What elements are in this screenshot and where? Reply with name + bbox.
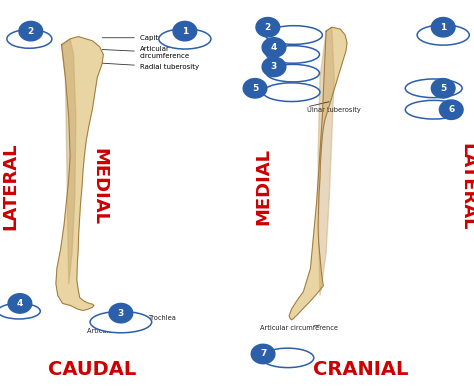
Text: 1: 1 bbox=[182, 26, 188, 36]
Ellipse shape bbox=[405, 79, 462, 98]
Text: LATERAL: LATERAL bbox=[458, 143, 474, 230]
Text: 1: 1 bbox=[440, 23, 447, 32]
Text: MEDIAL: MEDIAL bbox=[91, 148, 109, 225]
Text: 4: 4 bbox=[17, 299, 23, 308]
Circle shape bbox=[243, 79, 267, 98]
Text: 6: 6 bbox=[448, 105, 455, 114]
Circle shape bbox=[256, 18, 280, 37]
Text: Articular circumference: Articular circumference bbox=[260, 324, 338, 331]
Ellipse shape bbox=[417, 25, 469, 45]
Text: CRANIAL: CRANIAL bbox=[312, 360, 408, 379]
Ellipse shape bbox=[262, 348, 314, 368]
Circle shape bbox=[431, 18, 455, 37]
Circle shape bbox=[431, 79, 455, 98]
Text: Radial tuberosity: Radial tuberosity bbox=[102, 63, 199, 70]
Ellipse shape bbox=[159, 29, 211, 49]
Ellipse shape bbox=[265, 26, 322, 44]
Text: 5: 5 bbox=[440, 84, 447, 93]
Text: 7: 7 bbox=[260, 349, 266, 359]
Text: Ulnar tuberosity: Ulnar tuberosity bbox=[307, 107, 360, 113]
Circle shape bbox=[262, 38, 286, 57]
Ellipse shape bbox=[90, 311, 152, 333]
Text: 2: 2 bbox=[264, 23, 271, 32]
Text: 3: 3 bbox=[118, 308, 124, 318]
Ellipse shape bbox=[0, 303, 40, 319]
Ellipse shape bbox=[263, 83, 320, 102]
Ellipse shape bbox=[266, 46, 319, 63]
Circle shape bbox=[251, 344, 275, 364]
Polygon shape bbox=[318, 27, 334, 296]
Circle shape bbox=[262, 57, 286, 77]
Text: LATERAL: LATERAL bbox=[1, 143, 19, 230]
Circle shape bbox=[173, 21, 197, 41]
Text: Articular
circumference: Articular circumference bbox=[102, 46, 190, 59]
Ellipse shape bbox=[7, 30, 52, 48]
Text: 5: 5 bbox=[252, 84, 258, 93]
Circle shape bbox=[8, 294, 32, 313]
Text: Trochlea: Trochlea bbox=[149, 315, 177, 321]
Polygon shape bbox=[56, 37, 103, 310]
Text: CAUDAL: CAUDAL bbox=[48, 360, 137, 379]
Circle shape bbox=[19, 21, 43, 41]
Text: Capitular fovea: Capitular fovea bbox=[102, 35, 193, 41]
Text: MEDIAL: MEDIAL bbox=[254, 148, 272, 225]
Text: Articular face: Articular face bbox=[87, 328, 131, 334]
Ellipse shape bbox=[266, 65, 319, 82]
Polygon shape bbox=[289, 27, 347, 320]
Polygon shape bbox=[62, 39, 76, 284]
Text: 2: 2 bbox=[27, 26, 34, 36]
Text: 4: 4 bbox=[271, 43, 277, 52]
Ellipse shape bbox=[405, 100, 462, 119]
Text: 3: 3 bbox=[271, 62, 277, 72]
Circle shape bbox=[109, 303, 133, 323]
Circle shape bbox=[439, 100, 463, 119]
